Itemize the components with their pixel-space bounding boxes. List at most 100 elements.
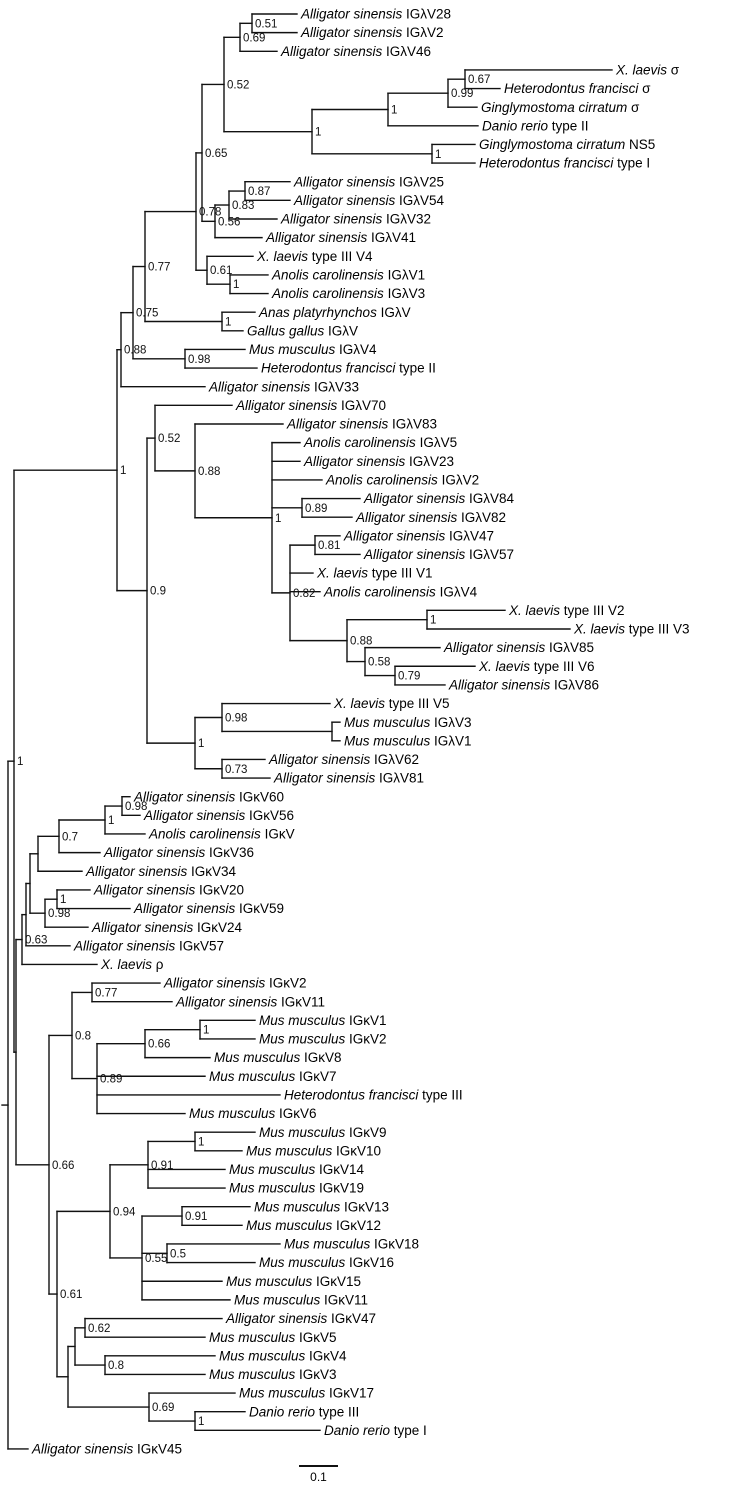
- support-value: 1: [315, 127, 321, 139]
- taxon-label: Danio rerio type II: [482, 118, 589, 133]
- taxon-label: Alligator sinensis IGλV70: [235, 398, 386, 413]
- support-value: 0.79: [398, 671, 420, 683]
- support-value: 1: [233, 279, 239, 291]
- taxon-label: Mus musculus IGκV19: [229, 1181, 364, 1196]
- taxon-label: X. laevis type III V5: [333, 696, 450, 711]
- taxon-label: Alligator sinensis IGκV59: [133, 901, 284, 916]
- support-value: 0.61: [210, 265, 232, 277]
- support-value: 0.62: [88, 1323, 110, 1335]
- taxon-label: Mus musculus IGλV1: [344, 733, 472, 748]
- support-value: 0.9: [150, 586, 166, 598]
- support-value: 0.99: [451, 88, 473, 100]
- taxon-label: Alligator sinensis IGκV45: [31, 1442, 182, 1457]
- support-value: 0.75: [136, 308, 158, 320]
- taxon-label: Mus musculus IGλV3: [344, 715, 472, 730]
- taxon-label: Mus musculus IGκV15: [226, 1274, 361, 1289]
- support-value: 0.69: [152, 1402, 174, 1414]
- support-value: 0.66: [148, 1039, 170, 1051]
- taxon-label: Heterodontus francisci type I: [479, 156, 650, 171]
- support-value: 1: [430, 615, 436, 627]
- support-value: 0.98: [188, 354, 210, 366]
- support-value: 0.88: [198, 466, 220, 478]
- taxon-label: Mus musculus IGκV8: [214, 1050, 342, 1065]
- support-value: 0.8: [108, 1360, 124, 1372]
- taxon-label: Anolis carolinensis IGλV3: [271, 286, 425, 301]
- taxon-label: Alligator sinensis IGλV46: [280, 44, 431, 59]
- taxon-label: Danio rerio type I: [324, 1423, 427, 1438]
- taxon-label: Alligator sinensis IGλV25: [293, 174, 444, 189]
- taxon-label: Mus musculus IGκV12: [246, 1218, 381, 1233]
- taxon-label: Anolis carolinensis IGλV4: [323, 584, 478, 599]
- taxon-label: Mus musculus IGκV9: [259, 1125, 387, 1140]
- taxon-label: Mus musculus IGκV6: [189, 1106, 317, 1121]
- support-value: 0.63: [25, 935, 47, 947]
- taxon-label: Mus musculus IGκV13: [254, 1199, 389, 1214]
- support-value: 0.8: [75, 1030, 91, 1042]
- support-value: 0.83: [232, 200, 254, 212]
- taxon-label: Mus musculus IGλV4: [249, 342, 377, 357]
- taxon-label: X. laevis σ: [615, 63, 680, 78]
- support-value: 0.78: [199, 207, 221, 219]
- support-value: 0.61: [60, 1289, 82, 1301]
- support-value: 1: [203, 1025, 209, 1037]
- taxon-label: Alligator sinensis IGκV2: [163, 976, 307, 991]
- support-value: 1: [198, 1416, 204, 1428]
- taxon-label: Alligator sinensis IGλV41: [265, 230, 416, 245]
- taxon-label: Ginglymostoma cirratum σ: [481, 100, 640, 115]
- taxon-label: Mus musculus IGκV10: [246, 1143, 381, 1158]
- support-value: 0.77: [148, 262, 170, 274]
- support-value: 0.66: [52, 1160, 74, 1172]
- taxon-label: Alligator sinensis IGλV33: [208, 379, 359, 394]
- taxon-label: Mus musculus IGκV17: [239, 1386, 374, 1401]
- taxon-label: X. laevis type III V1: [316, 566, 433, 581]
- support-value: 0.67: [468, 74, 490, 86]
- taxon-label: Gallus gallus IGλV: [247, 323, 358, 338]
- taxon-label: Alligator sinensis IGλV28: [300, 7, 451, 22]
- taxon-label: Heterodontus francisci σ: [504, 81, 651, 96]
- taxon-label: Heterodontus francisci type II: [261, 361, 436, 376]
- taxon-label: Mus musculus IGκV4: [219, 1348, 347, 1363]
- taxon-label: X. laevis type III V4: [256, 249, 373, 264]
- taxon-label: Alligator sinensis IGλV62: [268, 752, 419, 767]
- taxon-label: Alligator sinensis IGλV32: [280, 212, 431, 227]
- taxon-label: Alligator sinensis IGλV23: [303, 454, 454, 469]
- taxon-label: Anas platyrhynchos IGλV: [258, 305, 411, 320]
- taxon-label: Alligator sinensis IGλV83: [286, 417, 437, 432]
- taxon-label: Ginglymostoma cirratum NS5: [479, 137, 655, 152]
- taxon-label: X. laevis type III V3: [573, 622, 690, 637]
- taxon-label: Mus musculus IGκV3: [209, 1367, 337, 1382]
- taxon-label: Alligator sinensis IGλV2: [300, 25, 444, 40]
- taxon-label: Alligator sinensis IGκV20: [93, 882, 244, 897]
- taxon-label: Alligator sinensis IGλV47: [343, 528, 494, 543]
- support-value: 1: [275, 513, 281, 525]
- support-value: 0.87: [248, 186, 270, 198]
- taxon-label: Anolis carolinensis IGλV5: [303, 435, 457, 450]
- support-value: 1: [60, 894, 66, 906]
- taxon-label: X. laevis type III V6: [478, 659, 595, 674]
- support-value: 0.91: [185, 1211, 207, 1223]
- taxon-label: Alligator sinensis IGλV81: [273, 771, 424, 786]
- support-value: 1: [198, 738, 204, 750]
- taxon-label: X. laevis type III V2: [508, 603, 625, 618]
- support-value: 0.98: [48, 908, 70, 920]
- support-value: 1: [198, 1136, 204, 1148]
- taxon-label: Alligator sinensis IGλV84: [363, 491, 515, 506]
- support-value: 1: [435, 149, 441, 161]
- support-value: 0.98: [225, 713, 247, 725]
- taxon-label: Mus musculus IGκV11: [234, 1292, 368, 1307]
- taxon-label: Alligator sinensis IGλV82: [355, 510, 506, 525]
- taxon-label: Danio rerio type III: [249, 1404, 359, 1419]
- support-value: 0.73: [225, 764, 247, 776]
- support-value: 0.88: [124, 345, 146, 357]
- support-value: 0.77: [95, 987, 117, 999]
- support-value: 0.98: [125, 801, 147, 813]
- scale-bar-label: 0.1: [310, 1470, 327, 1484]
- support-value: 0.89: [305, 503, 327, 515]
- support-value: 1: [17, 756, 23, 768]
- taxon-label: Alligator sinensis IGλV54: [293, 193, 445, 208]
- support-value: 0.81: [318, 540, 340, 552]
- taxon-label: X. laevis ρ: [100, 957, 164, 972]
- taxon-label: Alligator sinensis IGκV47: [225, 1311, 376, 1326]
